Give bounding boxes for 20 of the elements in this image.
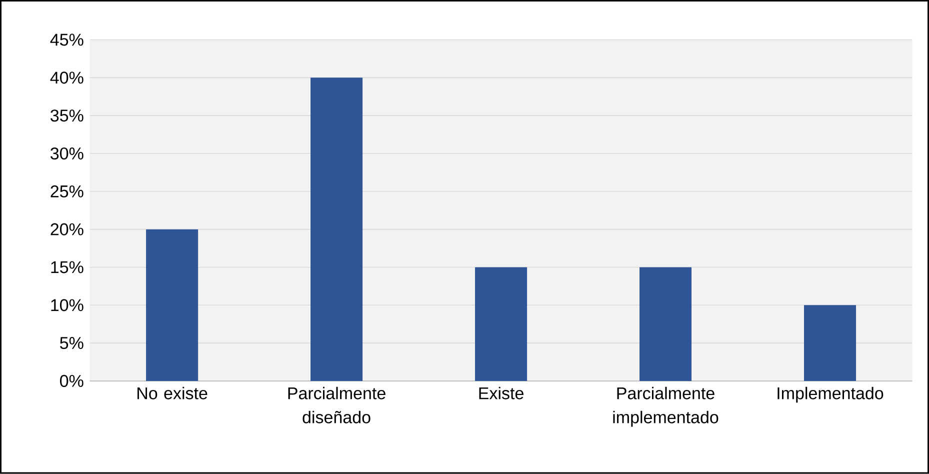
x-tick-label: Implementado (778, 386, 884, 403)
y-tick-label: 15% (51, 261, 84, 274)
y-tick-label: 5% (60, 337, 84, 350)
y-tick-label: 30% (50, 148, 84, 160)
y-tick-label: 35% (50, 110, 84, 122)
bar (804, 305, 856, 382)
x-tick-label: Existe (479, 386, 524, 400)
y-tick-label: 0% (60, 375, 84, 388)
bar (310, 78, 363, 382)
bar (475, 267, 528, 382)
x-tick-label: Parcialmente implementado (613, 386, 718, 427)
y-tick-label: 20% (50, 223, 84, 236)
y-tick-label: 25% (50, 186, 84, 198)
y-tick-label: 45% (50, 34, 84, 46)
x-tick-label: No existe (138, 386, 208, 400)
x-tick-label: Parcialmente diseñado (288, 386, 386, 424)
bar (146, 229, 198, 382)
y-tick-label: 40% (50, 72, 84, 84)
y-tick-label: 10% (51, 299, 84, 312)
bar (640, 267, 692, 382)
